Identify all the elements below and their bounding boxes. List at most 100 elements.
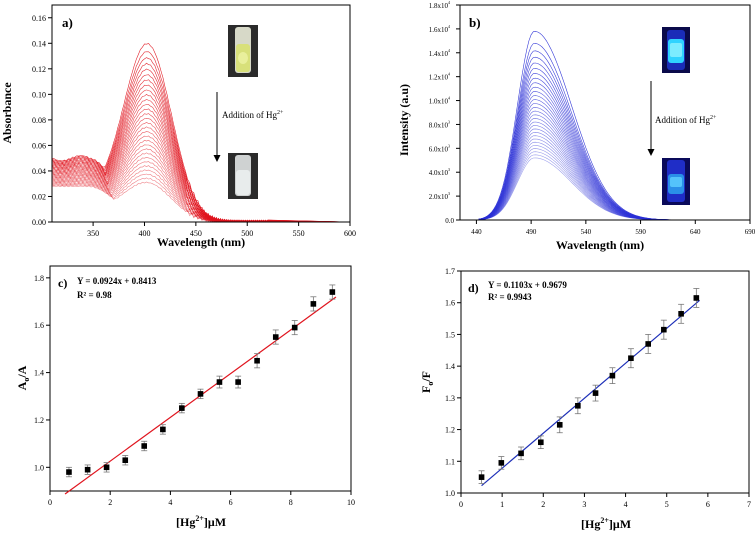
a-ytick-label: 0.00 (32, 218, 46, 227)
data-point (254, 357, 260, 364)
panel-b-ylabel: Intensity (a.u) (397, 84, 411, 156)
b-xtick-label: 490 (526, 228, 537, 236)
c-xtick-label: 10 (347, 498, 355, 507)
c-xtick-label: 4 (168, 498, 172, 507)
panel-a-xlabel: Wavelength (nm) (157, 235, 245, 249)
panel-a-frame (51, 4, 351, 223)
absorbance-curve (51, 79, 350, 223)
b-ytick-label: 1.2x104 (429, 72, 450, 82)
d-ytick-label: 1.4 (445, 362, 455, 371)
vial-yellow-icon (228, 25, 258, 77)
absorbance-curve (51, 68, 351, 223)
data-point (66, 469, 72, 475)
data-point (538, 439, 544, 446)
d-xtick-label: 5 (665, 500, 669, 509)
c-ytick-label: 1.2 (34, 416, 44, 425)
panel-c-plot (64, 284, 337, 495)
data-point (592, 390, 599, 396)
a-ytick-label: 0.16 (32, 14, 46, 23)
emission-curves (478, 31, 750, 221)
b-xtick-label: 590 (635, 228, 646, 236)
b-ytick-label: 2.0x103 (429, 191, 450, 201)
data-point (478, 474, 485, 480)
d-xtick-label: 6 (706, 500, 710, 509)
absorbance-curve (51, 122, 351, 223)
panel-d-xlabel: [Hg2+]μM (581, 516, 631, 531)
data-point (235, 379, 241, 385)
panel-a-ylabel: Absorbance (0, 82, 14, 144)
a-ytick-label: 0.14 (32, 39, 46, 48)
absorbance-curve (51, 161, 350, 223)
panel-b: 440 490 540 590 640 690 0.0 2.0x103 4.0x103 6.0x1… (397, 0, 756, 252)
absorbance-curve (51, 43, 350, 223)
a-ytick-label: 0.04 (32, 167, 46, 176)
data-point (609, 372, 616, 379)
a-xtick-label: 450 (190, 229, 202, 238)
b-ytick-label: 1.4x104 (429, 48, 450, 58)
data-point (103, 464, 110, 471)
c-xtick-label: 8 (289, 498, 293, 507)
d-xtick-label: 4 (624, 500, 628, 509)
data-point (141, 443, 148, 449)
b-ytick-label: 4.0x103 (429, 167, 450, 177)
absorbance-curve (51, 74, 351, 223)
panel-d-label: d) (468, 281, 479, 295)
data-point (628, 355, 634, 362)
b-ytick-label: 6.0x103 (429, 143, 450, 153)
absorbance-curve (51, 108, 350, 223)
d-ytick-label: 1.3 (445, 394, 455, 403)
a-ytick-label: 0.06 (32, 141, 46, 150)
c-xtick-label: 0 (48, 498, 52, 507)
absorbance-curve (51, 181, 351, 223)
c-xtick-label: 6 (229, 498, 233, 507)
absorbance-curve (51, 98, 351, 223)
absorbance-curve (51, 57, 351, 223)
b-ytick-label: 1.0x104 (429, 96, 450, 106)
b-xtick-label: 690 (745, 228, 756, 236)
a-ytick-label: 0.02 (32, 192, 46, 201)
absorbance-curve (51, 62, 351, 223)
panel-b-ticks: 440 490 540 590 640 690 0.0 2.0x103 4.0x103 6.0x1… (429, 0, 756, 236)
panel-c-r2: R² = 0.98 (77, 290, 112, 300)
b-ytick-label: 1.6x104 (429, 24, 450, 34)
c-ytick-label: 1.0 (34, 463, 44, 472)
panel-a-label: a) (62, 15, 73, 30)
panel-d-r2: R² = 0.9943 (488, 292, 532, 302)
fit-line (481, 299, 701, 487)
d-ytick-label: 1.0 (445, 489, 455, 498)
panel-d-ticks: 0 1 2 3 4 5 6 7 1.0 1.1 1.2 1.3 1.4 1.5 1.6 1.7 (445, 267, 751, 509)
d-ytick-label: 1.2 (445, 426, 455, 435)
vial-blue-icon (662, 158, 690, 205)
vial-cyan-icon (662, 27, 690, 73)
panel-d-frame (460, 270, 750, 494)
d-xtick-label: 2 (541, 500, 545, 509)
a-ytick-label: 0.12 (32, 65, 46, 74)
data-point (661, 326, 667, 333)
data-point (291, 324, 298, 331)
data-point (310, 301, 317, 307)
panel-c-ylabel: Ao/A (15, 365, 31, 390)
panel-b-label: b) (469, 15, 481, 30)
absorbance-curve (51, 51, 350, 223)
a-xtick-label: 600 (344, 229, 356, 238)
d-xtick-label: 3 (582, 500, 586, 509)
c-ytick-label: 1.6 (34, 321, 44, 330)
data-point (179, 405, 185, 411)
a-ytick-label: 0.10 (32, 90, 46, 99)
a-xtick-label: 500 (241, 229, 253, 238)
absorbance-curve (51, 89, 350, 223)
panel-b-annotation: Addition of Hg2+ (655, 115, 717, 125)
a-ytick-label: 0.08 (32, 116, 46, 125)
b-ytick-label: 1.8x104 (429, 0, 450, 10)
data-point (122, 457, 129, 464)
absorbance-curves (51, 43, 351, 223)
b-ytick-label: 0.0 (445, 217, 454, 225)
d-xtick-label: 1 (500, 500, 504, 509)
panel-d-plot (478, 288, 701, 487)
data-point (518, 450, 524, 457)
d-ytick-label: 1.7 (445, 267, 455, 276)
data-point (556, 422, 563, 428)
data-point (645, 341, 651, 347)
panel-c-label: c) (58, 276, 67, 290)
data-point (160, 426, 166, 433)
